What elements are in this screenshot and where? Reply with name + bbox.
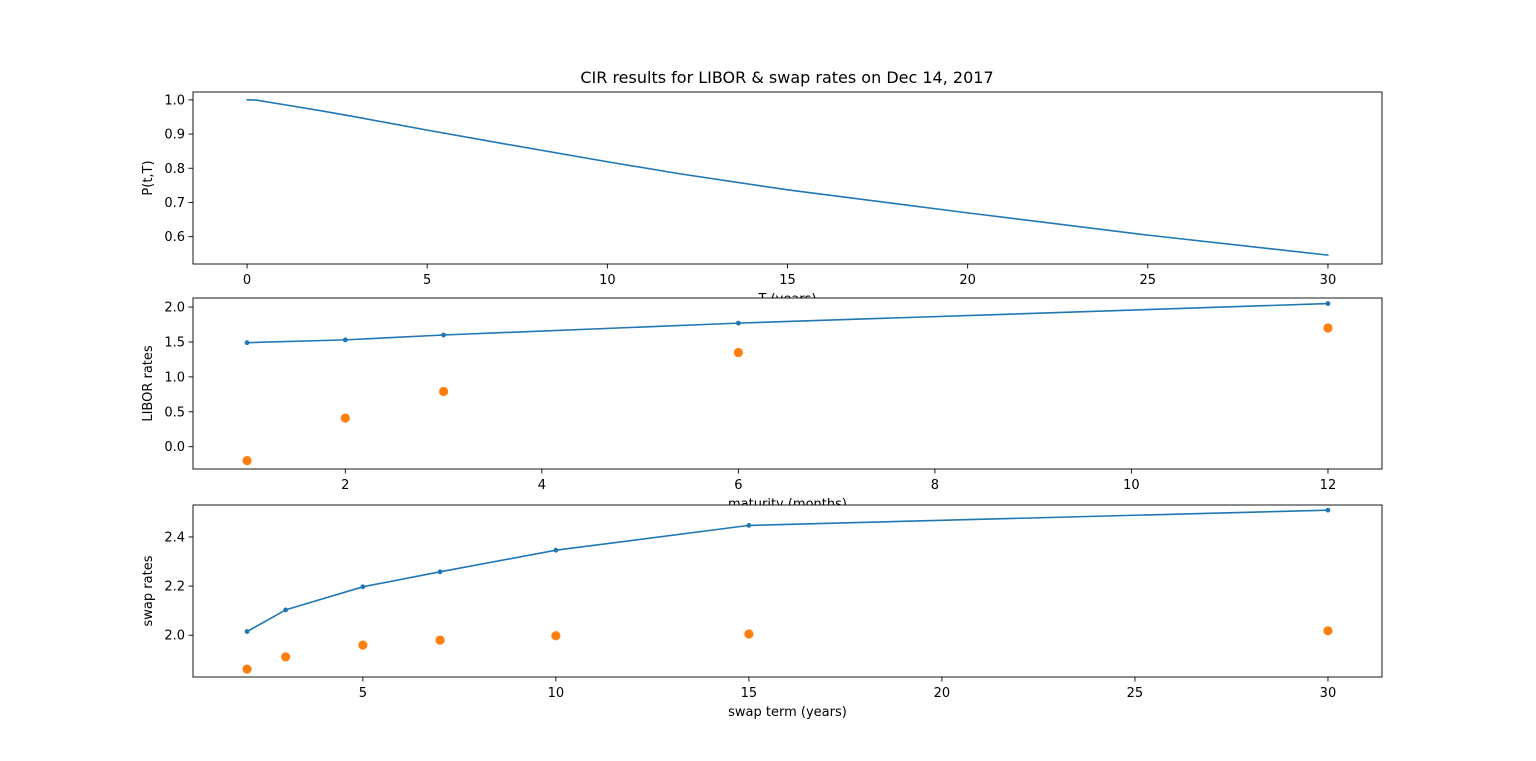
data-point bbox=[1323, 626, 1333, 636]
x-tick-label: 5 bbox=[359, 686, 367, 701]
y-tick-label: 0.7 bbox=[164, 196, 185, 211]
series-point bbox=[283, 607, 289, 613]
x-tick-label: 5 bbox=[423, 273, 431, 288]
x-tick-label: 15 bbox=[779, 273, 796, 288]
data-point bbox=[340, 413, 350, 423]
axes-frame bbox=[192, 297, 1383, 470]
series-point bbox=[735, 320, 741, 326]
axes-frame bbox=[192, 504, 1383, 678]
series-point bbox=[244, 629, 250, 634]
y-tick-label: 0.9 bbox=[164, 128, 185, 143]
axes-background bbox=[193, 505, 1382, 677]
subplot-swap-rates: 5 10 15 20 25 30 2.0 2.2 2.4 swap term (years) swa… bbox=[141, 504, 1383, 720]
data-point bbox=[438, 386, 449, 397]
series-point bbox=[1325, 507, 1331, 513]
series-point bbox=[441, 332, 446, 338]
data-point bbox=[358, 640, 368, 650]
series-point bbox=[553, 547, 559, 553]
data-point bbox=[1323, 323, 1333, 333]
y-tick-label: 1.0 bbox=[164, 93, 185, 108]
y-axis-label: LIBOR rates bbox=[141, 345, 156, 422]
x-tick-label: 0 bbox=[243, 273, 251, 288]
data-point bbox=[551, 631, 561, 641]
figure-title: CIR results for LIBOR & swap rates on De… bbox=[580, 68, 993, 87]
series-2-1 bbox=[242, 626, 1333, 674]
x-tick-label: 30 bbox=[1320, 273, 1337, 288]
y-tick-label: 2.0 bbox=[164, 301, 185, 316]
series-0-0 bbox=[246, 99, 1329, 256]
data-point bbox=[242, 456, 252, 466]
y-tick-label: 0.0 bbox=[164, 440, 185, 455]
series-1-0 bbox=[244, 301, 1331, 346]
y-tick-label: 1.5 bbox=[164, 335, 185, 350]
series-point bbox=[746, 522, 752, 528]
x-tick-label: 30 bbox=[1320, 686, 1337, 701]
axes-background bbox=[193, 298, 1382, 469]
y-tick-label: 1.0 bbox=[164, 370, 185, 385]
series-point bbox=[1325, 301, 1331, 306]
data-point bbox=[744, 629, 754, 639]
x-tick-label: 15 bbox=[741, 686, 758, 701]
y-tick-label: 0.5 bbox=[164, 405, 185, 420]
x-tick-label: 25 bbox=[1127, 686, 1144, 701]
x-axis-label: swap term (years) bbox=[728, 705, 847, 720]
x-tick-label: 4 bbox=[538, 478, 546, 493]
series-2-0 bbox=[244, 507, 1331, 634]
x-tick-label: 20 bbox=[959, 273, 976, 288]
series-point bbox=[437, 569, 443, 575]
y-tick-label: 2.2 bbox=[164, 580, 185, 595]
x-tick-label: 12 bbox=[1320, 478, 1337, 493]
data-point bbox=[242, 664, 252, 674]
y-tick-label: 2.4 bbox=[164, 530, 185, 545]
x-tick-label: 25 bbox=[1140, 273, 1157, 288]
x-tick-label: 20 bbox=[934, 686, 951, 701]
series-point bbox=[360, 584, 366, 590]
data-point bbox=[435, 635, 445, 645]
y-tick-label: 0.6 bbox=[164, 230, 185, 245]
data-point bbox=[733, 347, 743, 358]
x-tick-label: 10 bbox=[548, 686, 565, 701]
y-tick-label: 2.0 bbox=[164, 629, 185, 644]
x-tick-label: 10 bbox=[599, 273, 616, 288]
y-tick-label: 0.8 bbox=[164, 162, 185, 177]
data-point bbox=[281, 652, 291, 662]
x-tick-label: 10 bbox=[1123, 478, 1140, 493]
series-line bbox=[246, 99, 1329, 256]
series-point bbox=[244, 340, 250, 346]
y-axis-label: P(t,T) bbox=[141, 160, 156, 195]
series-point bbox=[342, 337, 348, 343]
y-axis-label: swap rates bbox=[141, 555, 156, 626]
x-tick-label: 6 bbox=[734, 478, 742, 493]
x-tick-label: 8 bbox=[931, 478, 939, 493]
x-tick-label: 2 bbox=[341, 478, 349, 493]
series-1-1 bbox=[242, 323, 1333, 466]
